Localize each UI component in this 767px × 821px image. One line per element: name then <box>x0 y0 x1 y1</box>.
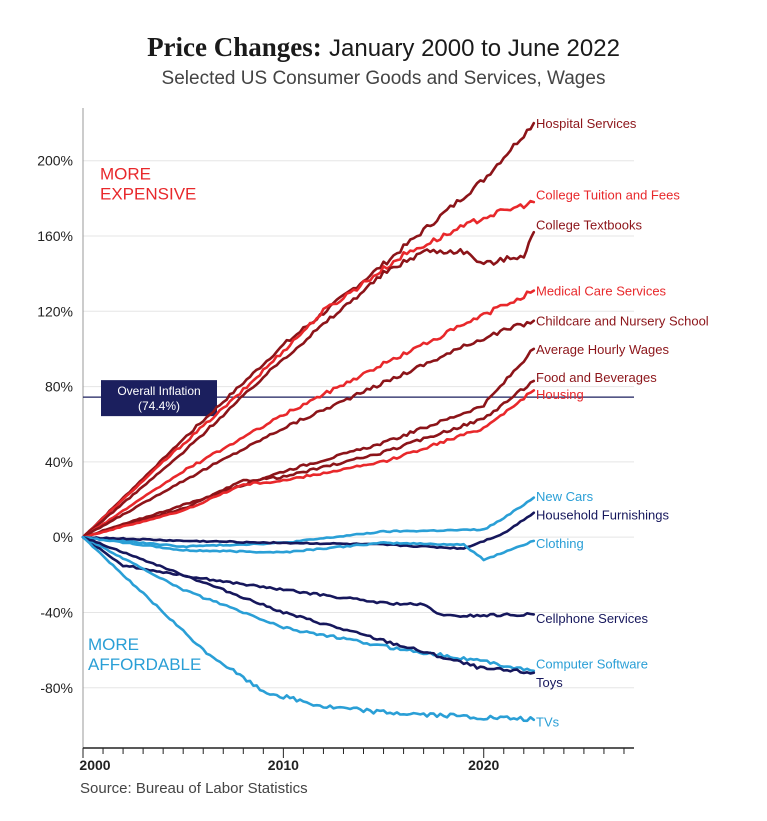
series-layer <box>81 121 536 723</box>
series-label: Toys <box>536 675 563 690</box>
series-line <box>81 496 536 549</box>
series-line <box>81 535 536 618</box>
series-label: College Tuition and Fees <box>536 188 680 203</box>
series-label: TVs <box>536 715 560 730</box>
series-line <box>81 535 536 562</box>
y-tick-label: 120% <box>37 303 73 319</box>
y-tick-label: 40% <box>45 454 73 470</box>
grid-layer <box>83 160 634 689</box>
source-note: Source: Bureau of Labor Statistics <box>80 780 308 797</box>
series-line <box>81 319 536 539</box>
inflation-layer: Overall Inflation(74.4%) <box>83 380 634 417</box>
series-line <box>81 230 536 539</box>
chart-subtitle: Selected US Consumer Goods and Services,… <box>161 68 606 89</box>
series-line <box>81 289 536 539</box>
series-label: Hospital Services <box>536 116 637 131</box>
x-tick-label: 2020 <box>468 757 499 773</box>
series-label: Household Furnishings <box>536 508 669 523</box>
series-line <box>81 535 536 675</box>
y-tick-label: 80% <box>45 379 73 395</box>
series-label: Clothing <box>536 536 584 551</box>
more-expensive-annotation: MORE <box>100 165 151 184</box>
series-line <box>81 379 536 539</box>
series-line <box>81 347 536 539</box>
series-line <box>81 389 536 539</box>
chart-title: Price Changes: January 2000 to June 2022 <box>0 32 767 63</box>
x-tick-label: 2010 <box>268 757 299 773</box>
overall-inflation-value: (74.4%) <box>138 399 180 413</box>
more-affordable-annotation: AFFORDABLE <box>88 655 201 674</box>
series-label: Average Hourly Wages <box>536 342 669 357</box>
more-affordable-annotation: MORE <box>88 635 139 654</box>
series-line <box>81 511 536 550</box>
title-bold: Price Changes: <box>147 32 322 62</box>
y-tick-label: -40% <box>40 604 73 620</box>
series-line <box>81 535 536 723</box>
overall-inflation-label: Overall Inflation <box>117 384 200 398</box>
y-tick-label: 0% <box>53 529 73 545</box>
series-label: Housing <box>536 387 584 402</box>
label-layer: Hospital Services College Tuition and Fee… <box>536 116 709 730</box>
series-label: Cellphone Services <box>536 611 649 626</box>
y-tick-label: 160% <box>37 228 73 244</box>
series-label: Childcare and Nursery School <box>536 314 709 329</box>
more-expensive-annotation: EXPENSIVE <box>100 185 196 204</box>
series-label: Food and Beverages <box>536 370 657 385</box>
y-tick-label: -80% <box>40 680 73 696</box>
series-label: College Textbooks <box>536 218 642 233</box>
x-tick-label: 2000 <box>79 757 110 773</box>
title-rest: January 2000 to June 2022 <box>329 35 620 62</box>
series-label: New Cars <box>536 489 594 504</box>
series-line <box>81 535 536 673</box>
axis-layer: 200% 160% 120% 80% 40% 0% -40% -80% 2000 2010 2020 <box>37 108 634 773</box>
series-line <box>81 199 536 539</box>
y-tick-label: 200% <box>37 153 73 169</box>
series-label: Computer Software <box>536 656 648 671</box>
series-label: Medical Care Services <box>536 284 667 299</box>
overall-inflation-box <box>101 380 217 417</box>
